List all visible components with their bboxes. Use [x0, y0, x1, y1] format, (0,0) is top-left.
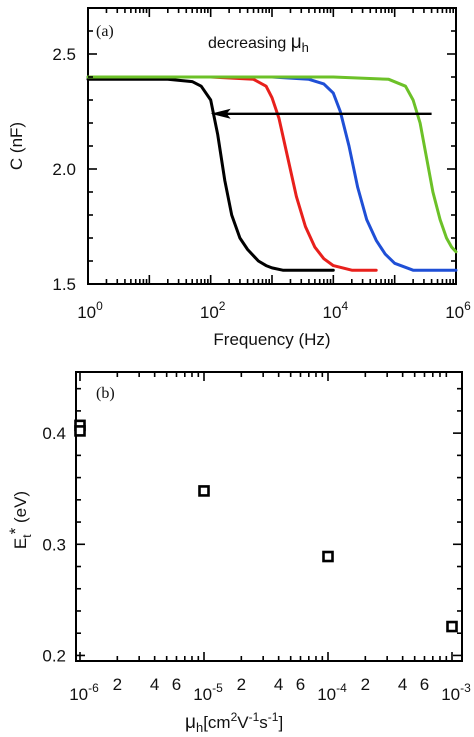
- b-y-tick-label-2: 0.4: [42, 424, 66, 443]
- capacitance-curve-1: [86, 77, 335, 272]
- xlabel-part-1: 2: [231, 710, 238, 724]
- panel-b-points: [74, 419, 458, 633]
- a-x-tick-label-0: 100: [77, 299, 103, 322]
- capacitance-curve-2: [86, 75, 378, 272]
- annotation-mu-symbol: μ: [291, 32, 302, 53]
- b-x-tick-label-1-exponent: -5: [212, 681, 223, 695]
- b-x-tick-label-2-exponent: -4: [336, 681, 347, 695]
- b-x-tick-label-2-base: 10: [317, 685, 336, 704]
- data-point-5: [446, 620, 458, 633]
- b-x-tick-label-0-base: 10: [69, 685, 88, 704]
- data-point-3: [198, 485, 210, 497]
- b-x-minor-label: 4: [150, 675, 159, 694]
- a-x-tick-label-3-exponent: 6: [464, 299, 471, 313]
- b-x-minor-label: 2: [113, 675, 122, 694]
- a-x-tick-label-3-base: 10: [445, 303, 464, 322]
- annotation-subscript: h: [302, 40, 309, 55]
- panel-a-curves: [86, 75, 458, 272]
- panel-a-arrow: [210, 108, 432, 119]
- panel-b-plot-frame: [75, 371, 463, 662]
- a-x-tick-label-1: 102: [200, 299, 226, 322]
- b-x-tick-label-3-exponent: -3: [460, 681, 471, 695]
- panel-b-x-axis-label: μh[cm2V-1s-1]: [185, 710, 283, 735]
- b-x-tick-label-1: 10-5: [193, 681, 223, 704]
- data-point-4: [322, 550, 334, 563]
- panel-b-letter: (b): [96, 385, 115, 402]
- ylabel-main: E: [11, 538, 30, 549]
- a-x-tick-label-2-base: 10: [323, 303, 342, 322]
- a-x-tick-label-2-exponent: 4: [341, 299, 348, 313]
- b-x-minor-label: 2: [361, 675, 370, 694]
- a-y-tick-label-1: 2.0: [52, 160, 76, 179]
- b-x-minor-label: 6: [420, 675, 429, 694]
- annotation-text: decreasing: [208, 35, 291, 52]
- b-x-minor-label: 4: [398, 675, 407, 694]
- b-x-tick-label-2: 10-4: [317, 681, 347, 704]
- xlabel-part-5: -1: [268, 710, 279, 724]
- a-x-tick-label-0-exponent: 0: [96, 299, 103, 313]
- xlabel-part-3: -1: [249, 710, 260, 724]
- b-y-tick-label-0: 0.2: [42, 646, 66, 665]
- capacitance-curve-4: [86, 75, 458, 254]
- a-x-tick-label-1-base: 10: [200, 303, 219, 322]
- xlabel-part-6: ]: [278, 713, 283, 732]
- b-x-minor-label: 2: [237, 675, 246, 694]
- panel-a-letter: (a): [96, 23, 114, 40]
- xlabel-part-2: V: [237, 713, 249, 732]
- a-y-tick-label-0: 1.5: [52, 275, 76, 294]
- b-x-minor-label: 4: [274, 675, 283, 694]
- panel-a-x-axis-label: Frequency (Hz): [213, 330, 330, 349]
- ylabel-rest: (eV): [11, 491, 30, 528]
- panel-a-y-axis-label: C (nF): [7, 122, 26, 170]
- ylabel-superscript: *: [6, 527, 25, 534]
- panel-a-annotation: decreasing μh: [208, 32, 309, 55]
- ylabel-subscript: t: [20, 534, 34, 538]
- data-point-2: [74, 425, 86, 437]
- b-x-minor-label: 6: [296, 675, 305, 694]
- panel-a-ticks: [87, 7, 456, 285]
- a-x-tick-label-3: 106: [445, 299, 471, 322]
- panel-b-y-axis-label: Et* (eV): [6, 491, 34, 549]
- capacitance-curve-3: [86, 75, 458, 272]
- xlabel-part-0: [cm: [203, 713, 230, 732]
- arrow-head: [210, 108, 231, 119]
- a-x-tick-label-2: 104: [323, 299, 349, 322]
- xlabel-mu-symbol: μ: [185, 712, 196, 733]
- a-x-tick-label-0-base: 10: [77, 303, 96, 322]
- b-x-tick-label-0-exponent: -6: [88, 681, 99, 695]
- a-x-tick-label-1-exponent: 2: [219, 299, 226, 313]
- a-y-tick-label-2: 2.5: [52, 45, 76, 64]
- b-x-tick-label-3-base: 10: [441, 685, 460, 704]
- xlabel-subscript: h: [196, 720, 203, 735]
- b-x-tick-label-0: 10-6: [69, 681, 99, 704]
- b-x-minor-label: 6: [172, 675, 181, 694]
- b-y-tick-label-1: 0.3: [42, 535, 66, 554]
- panel-b-tick-labels: 10-6 10-5 10-4 10-32 4 6 2 4 6 2 4 60.20.30.4: [42, 424, 471, 704]
- panel-b-chart: 10-6 10-5 10-4 10-32 4 6 2 4 6 2 4 60.20.30.4 (b) μ…: [6, 371, 471, 735]
- xlabel-part-4: s: [259, 713, 268, 732]
- b-x-tick-label-3: 10-3: [441, 681, 471, 704]
- panel-b-ticks: [76, 372, 462, 661]
- b-x-tick-label-1-base: 10: [193, 685, 212, 704]
